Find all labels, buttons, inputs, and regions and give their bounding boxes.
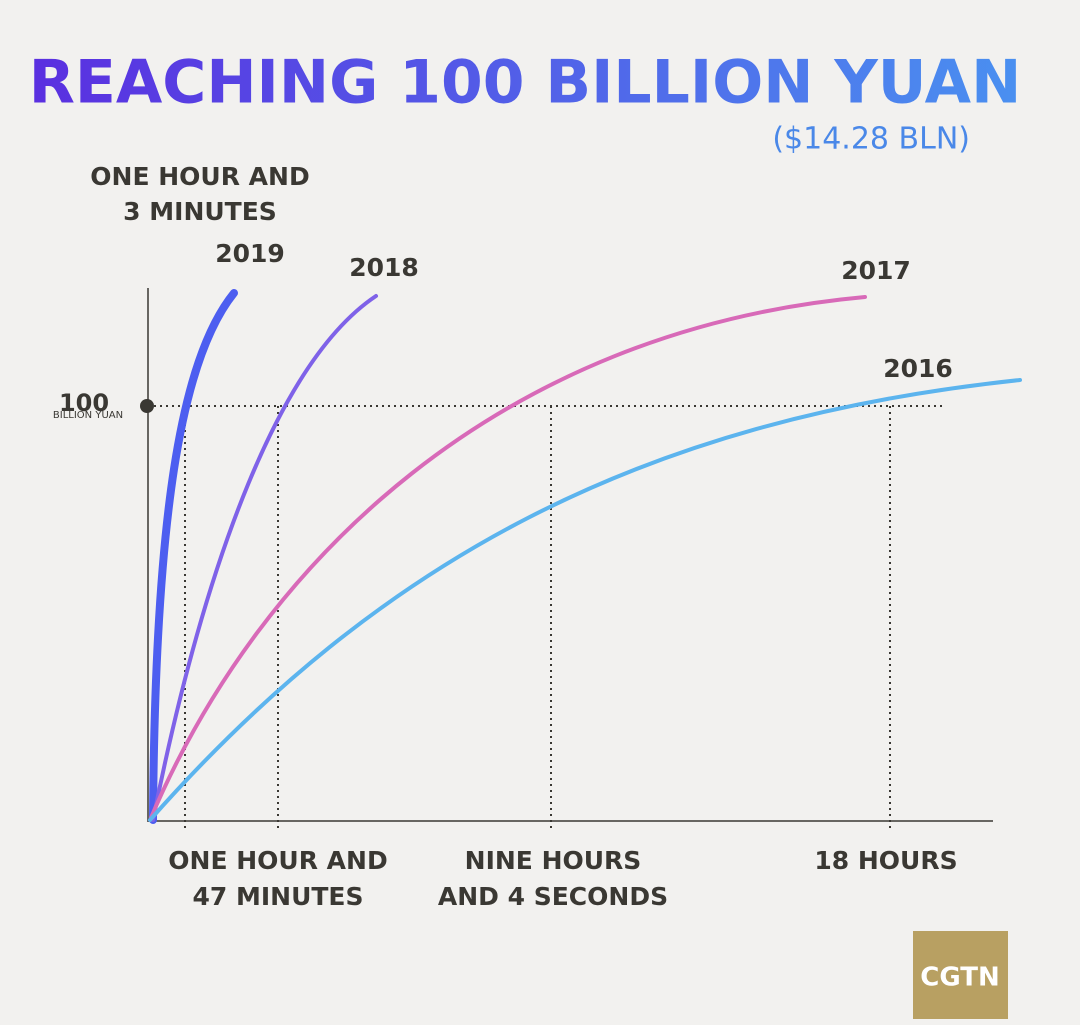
x-annotation: ONE HOUR AND xyxy=(168,846,387,875)
x-annotation: 47 MINUTES xyxy=(192,882,363,911)
curve xyxy=(149,289,238,824)
logo-box xyxy=(913,931,1008,1019)
series-label: 2018 xyxy=(349,253,419,282)
logo: CGTN xyxy=(920,963,999,993)
curve xyxy=(151,294,378,822)
x-annotation: 18 HOURS xyxy=(814,846,957,875)
y-tick-label: 100 xyxy=(59,389,109,417)
x-annotation: NINE HOURS xyxy=(465,846,642,875)
x-annotation: AND 4 SECONDS xyxy=(438,882,668,911)
series-label: 2016 xyxy=(883,354,953,383)
series-label: 2017 xyxy=(841,256,911,285)
chart-title: REACHING 100 BILLION YUAN xyxy=(29,48,1022,118)
note-line: 3 MINUTES xyxy=(123,197,277,226)
curve xyxy=(148,378,1022,822)
guides xyxy=(184,406,891,832)
tick-dot xyxy=(140,399,154,413)
series-label: 2019 xyxy=(215,239,285,268)
subtitle: ($14.28 BLN) xyxy=(772,122,970,157)
curve xyxy=(148,295,867,822)
note-line: ONE HOUR AND xyxy=(90,162,309,191)
y-axis-label: BILLION YUAN xyxy=(53,410,123,421)
